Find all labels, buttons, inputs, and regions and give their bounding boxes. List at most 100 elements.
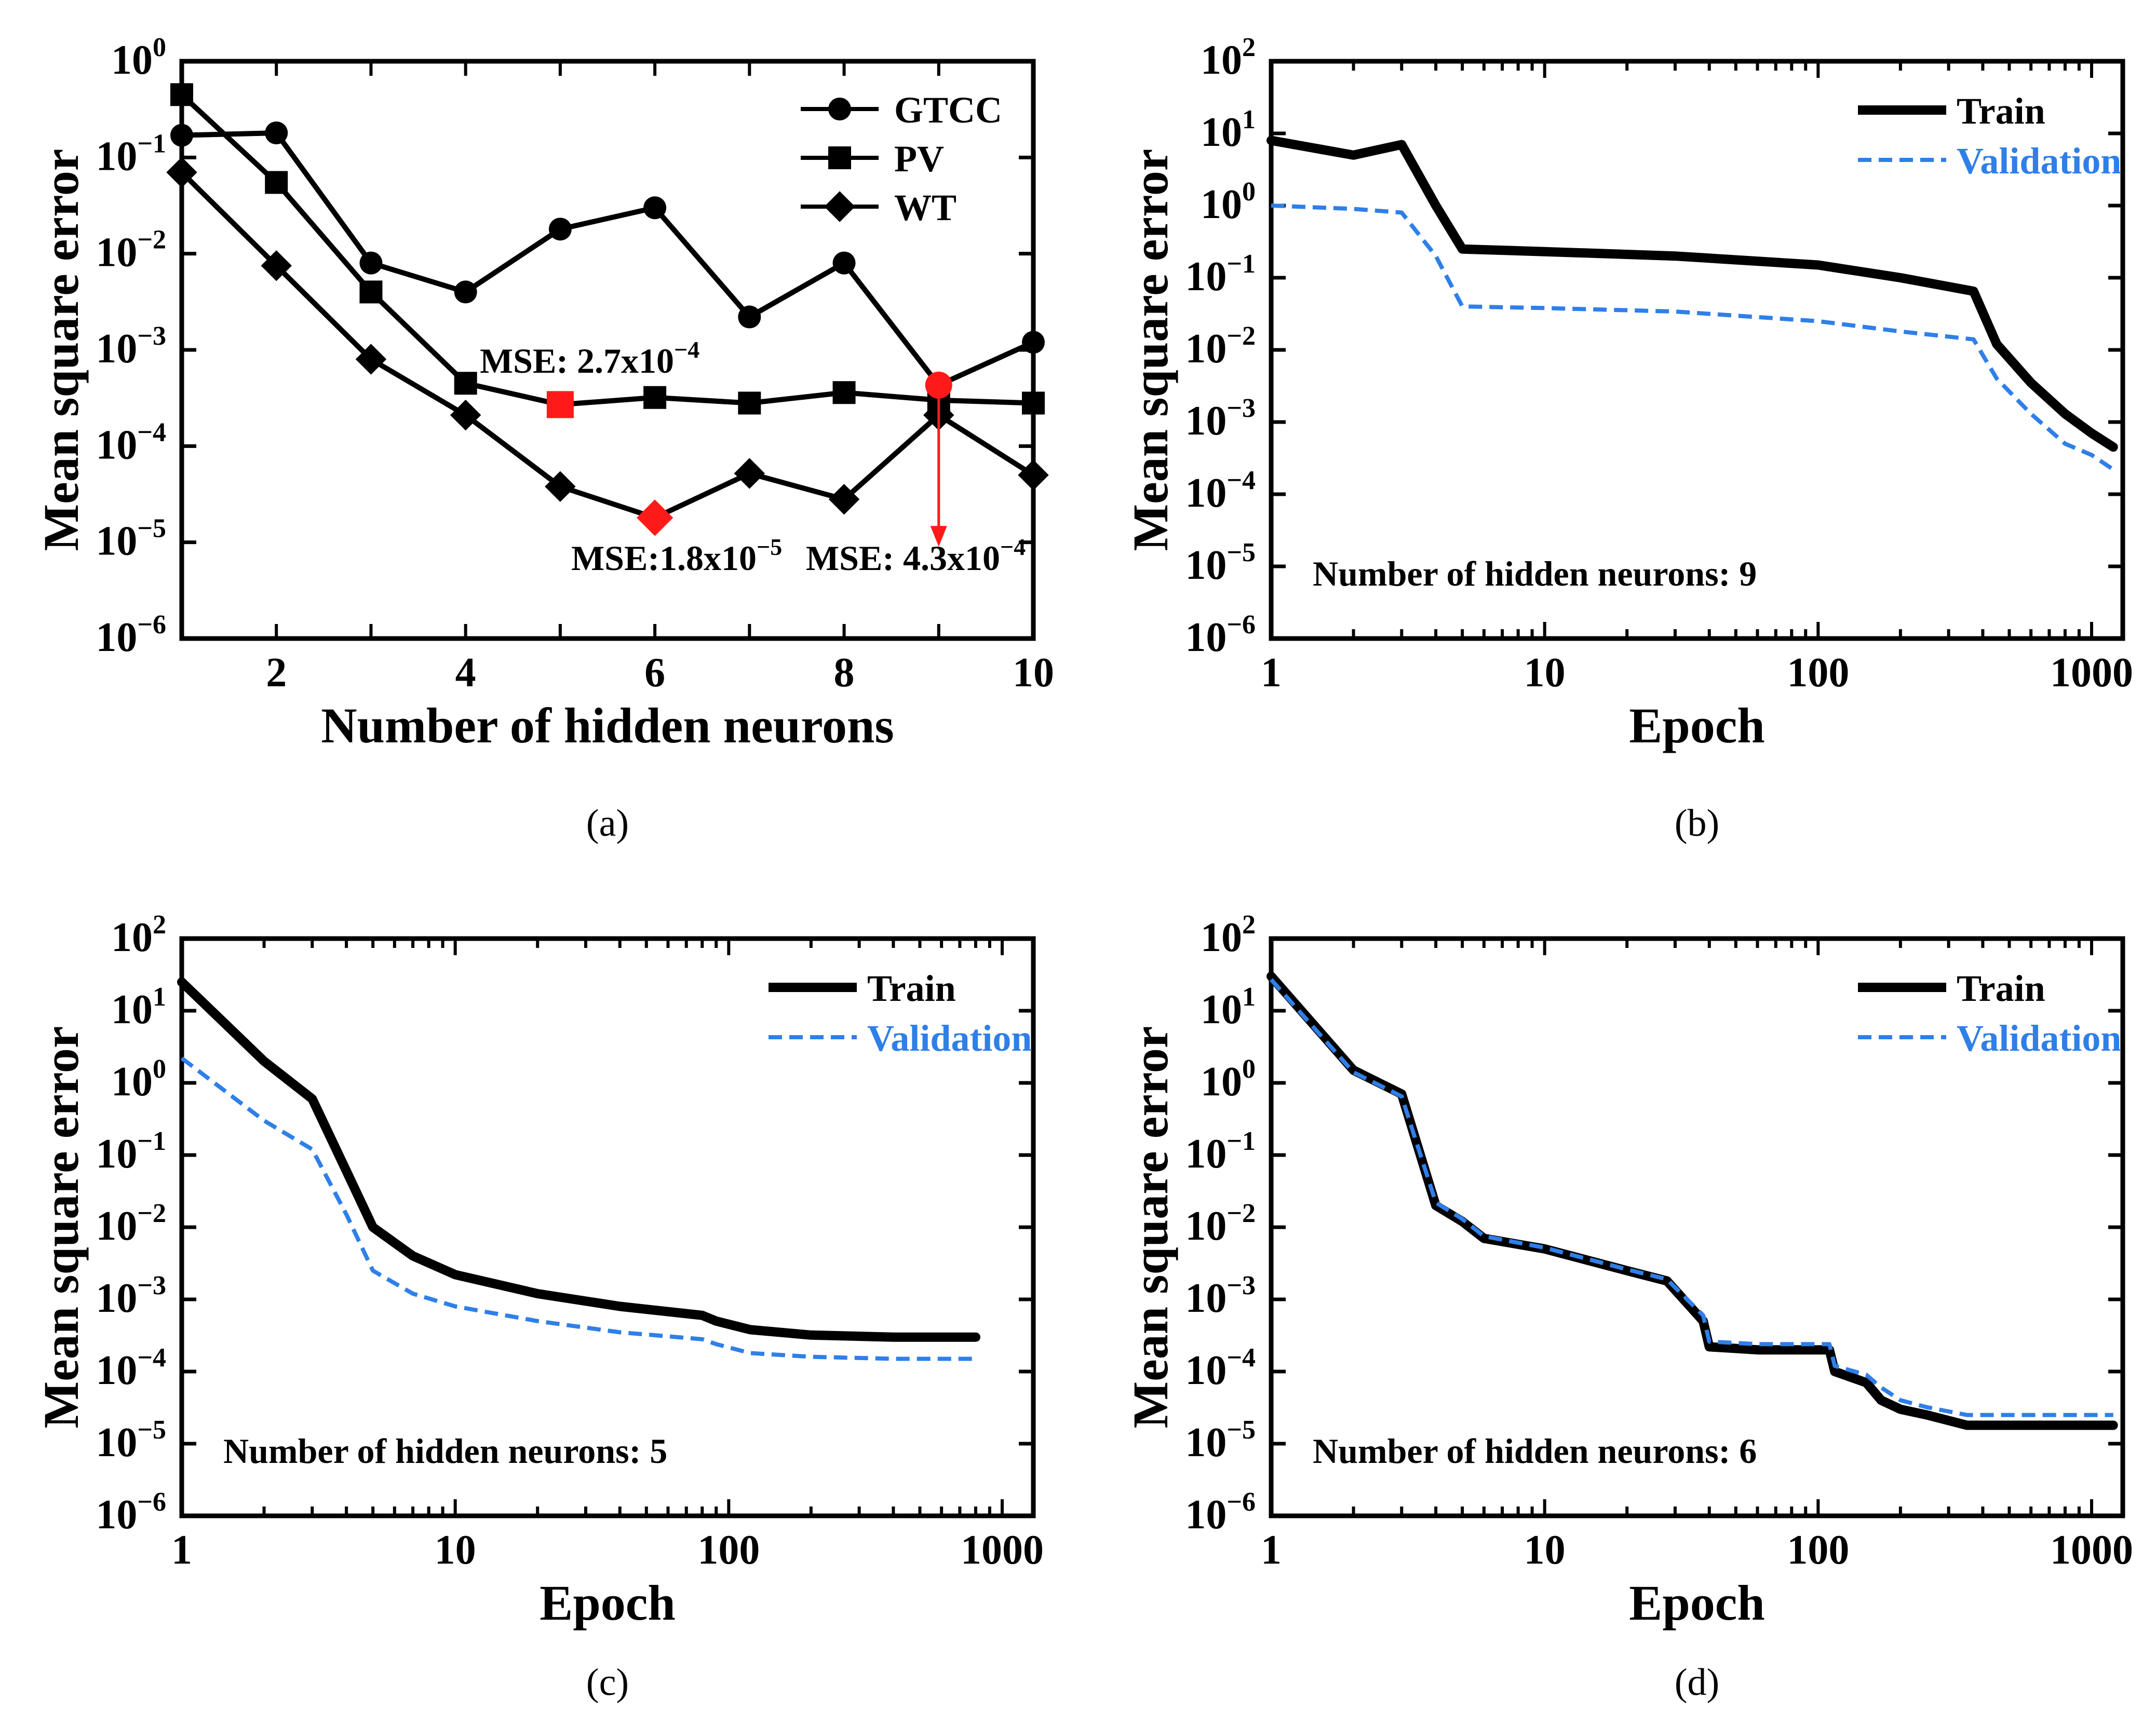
data-point <box>738 391 761 415</box>
data-point <box>828 484 860 515</box>
y-tick-label: 10−2 <box>96 1199 166 1249</box>
annotation-gtcc-exp: −4 <box>1000 534 1026 560</box>
y-tick-label-exp: −4 <box>137 1343 166 1373</box>
y-tick-label: 10−6 <box>1185 610 1256 660</box>
y-tick-label: 10−6 <box>96 610 166 660</box>
y-tick-label: 10−6 <box>96 1487 166 1538</box>
y-tick-label: 10−5 <box>1185 1415 1256 1465</box>
legend-label: Validation <box>867 1017 1032 1059</box>
data-point <box>643 386 667 409</box>
legend-label: GTCC <box>894 89 1002 131</box>
legend-label: Validation <box>1957 140 2121 182</box>
x-tick-label: 4 <box>455 650 476 696</box>
legend-label: Train <box>1957 968 2045 1009</box>
y-tick-label: 102 <box>111 910 166 960</box>
data-point <box>454 280 477 304</box>
y-tick-label-exp: −3 <box>137 1271 166 1300</box>
x-tick-label: 100 <box>697 1527 760 1573</box>
y-tick-label: 10−1 <box>1185 1127 1256 1177</box>
y-tick-label: 10−5 <box>1185 538 1256 588</box>
x-tick-label: 10 <box>1524 1527 1566 1573</box>
y-tick-label-exp: −1 <box>1227 249 1256 279</box>
data-point <box>738 305 761 329</box>
y-axis-label: Mean square error <box>33 149 89 551</box>
legend-marker <box>828 98 851 120</box>
data-point <box>359 280 383 304</box>
x-tick-label: 8 <box>834 650 855 696</box>
y-tick-label-base: 10 <box>111 1059 153 1105</box>
y-tick-label-exp: 0 <box>153 33 166 62</box>
y-tick-label-exp: 2 <box>1242 910 1256 940</box>
y-tick-label-exp: −4 <box>1227 1343 1256 1373</box>
highlight-point <box>637 499 673 536</box>
y-tick-label-exp: 1 <box>1242 982 1256 1012</box>
data-point <box>166 157 197 188</box>
y-tick-label-base: 10 <box>96 1420 137 1465</box>
y-tick-label-exp: 0 <box>1242 177 1256 207</box>
series-validation <box>180 1056 976 1361</box>
y-tick-label-base: 10 <box>1201 987 1242 1033</box>
panel-caption: (a) <box>586 802 629 845</box>
x-axis-label: Number of hidden neurons <box>321 698 894 753</box>
y-tick-label-base: 10 <box>96 615 137 660</box>
y-tick-label: 102 <box>1201 910 1256 960</box>
panel-caption: (b) <box>1675 802 1719 845</box>
data-point <box>832 251 856 275</box>
annotation-pv-exp: −4 <box>674 336 699 363</box>
x-axis-label: Epoch <box>1629 698 1764 753</box>
y-tick-label-exp: −3 <box>1227 1271 1256 1300</box>
series-line <box>180 1056 976 1361</box>
x-tick-label: 1 <box>171 1527 192 1573</box>
y-axis-label: Mean square error <box>33 1026 89 1429</box>
y-tick-label: 10−3 <box>96 1271 166 1321</box>
data-point <box>170 83 193 106</box>
x-tick-label: 1 <box>1261 1527 1282 1573</box>
data-point <box>1018 459 1049 491</box>
y-tick-label-exp: 1 <box>153 982 166 1012</box>
y-tick-label-exp: −5 <box>1227 1415 1256 1445</box>
y-tick-label: 10−1 <box>96 129 166 179</box>
y-tick-label-base: 10 <box>1185 470 1227 516</box>
x-tick-label: 100 <box>1787 1527 1849 1573</box>
y-tick-label-exp: −3 <box>137 321 166 351</box>
y-tick-label-base: 10 <box>96 1131 137 1177</box>
x-tick-label: 10 <box>1524 650 1566 696</box>
y-tick-label: 10−4 <box>96 417 166 468</box>
y-tick-label-base: 10 <box>1185 1203 1227 1249</box>
y-tick-label-exp: −1 <box>1227 1127 1256 1156</box>
y-tick-label-exp: −1 <box>137 1127 166 1156</box>
y-tick-label-base: 10 <box>96 1203 137 1249</box>
panel-note: Number of hidden neurons: 6 <box>1313 1431 1757 1471</box>
y-tick-label-exp: −2 <box>1227 321 1256 351</box>
y-tick-label-base: 10 <box>1185 1492 1227 1538</box>
data-point <box>734 458 765 489</box>
y-tick-label-base: 10 <box>1185 254 1227 300</box>
legend-marker <box>824 191 855 222</box>
data-point <box>265 171 288 194</box>
y-tick-label-base: 10 <box>96 133 137 179</box>
legend-marker <box>828 146 851 169</box>
y-tick-label-base: 10 <box>111 987 153 1033</box>
y-tick-label-exp: −6 <box>137 1487 166 1517</box>
y-tick-label: 10−6 <box>1185 1487 1256 1538</box>
y-tick-label-exp: 0 <box>1242 1054 1256 1084</box>
y-tick-label-exp: −4 <box>137 417 166 447</box>
y-tick-label: 10−1 <box>96 1127 166 1177</box>
y-tick-label-base: 10 <box>1185 1131 1227 1177</box>
highlight-point <box>925 371 952 399</box>
series-validation <box>1271 203 2114 471</box>
series-line <box>179 170 1036 521</box>
legend: Train Validation <box>1858 90 2121 182</box>
data-point <box>170 124 193 147</box>
y-tick-label: 10−3 <box>1185 393 1256 444</box>
series-train <box>177 977 980 1342</box>
data-point <box>454 372 477 395</box>
y-tick-label: 101 <box>111 982 166 1033</box>
x-tick-label: 100 <box>1787 650 1849 696</box>
y-tick-label-exp: −6 <box>1227 1487 1256 1517</box>
data-point <box>548 218 572 241</box>
series-line <box>179 92 1036 408</box>
data-point <box>359 251 383 275</box>
